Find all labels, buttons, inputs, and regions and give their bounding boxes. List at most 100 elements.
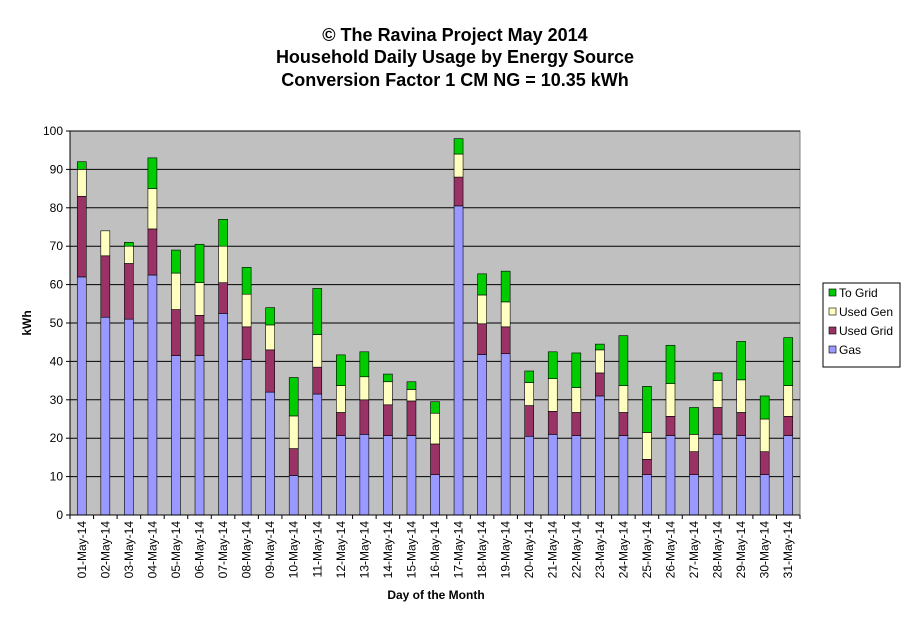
bar-used-gen-18 [477,294,487,325]
x-tick-label: 05-May-14 [169,521,183,579]
x-tick-label: 09-May-14 [263,521,277,579]
bar-used-gen-8 [241,293,252,328]
bar-used-grid-24 [618,412,629,436]
bar-used-grid-18 [477,323,487,355]
bar-gas-15 [406,435,417,516]
x-axis-ticks: 01-May-14 02-May-14 03-May-14 04-May-14 05-M… [69,515,801,579]
bar-to-grid-25 [642,386,652,433]
y-tick-label: 100 [43,124,63,138]
bar-used-gen-11 [312,334,323,368]
y-tick-label: 20 [50,431,64,445]
bar-to-grid-9 [265,307,275,326]
bar-used-gen-7 [218,245,228,283]
x-tick-label: 15-May-14 [404,521,418,579]
bar-used-grid-21 [547,411,558,435]
bar-used-grid-8 [241,326,252,360]
legend: To Grid Used Gen Used Grid Gas [822,282,901,368]
y-tick-label: 70 [50,239,64,253]
bar-used-grid-15 [406,400,417,436]
bar-to-grid-19 [500,270,511,303]
x-axis-label: Day of the Month [387,588,484,602]
bar-used-gen-9 [265,324,275,351]
bar-used-grid-5 [171,309,181,356]
bar-used-gen-4 [147,188,158,230]
x-tick-label: 23-May-14 [593,521,607,579]
bar-gas-13 [359,434,370,516]
bar-to-grid-27 [689,407,699,435]
bar-gas-11 [312,393,323,516]
bar-to-grid-30 [759,395,770,420]
x-tick-label: 16-May-14 [428,521,442,579]
bar-used-gen-15 [406,389,417,402]
bar-gas-27 [689,474,699,516]
bar-gas-9 [265,391,275,516]
bar-used-gen-25 [642,432,652,460]
bar-used-grid-28 [712,407,723,435]
bar-used-grid-14 [383,404,393,436]
bar-gas-25 [642,474,652,516]
bar-used-gen-10 [288,415,299,449]
bar-gas-4 [147,274,158,516]
y-axis-ticks: 0 10 20 30 40 50 60 70 80 90 100 [43,124,70,522]
legend-label-used-gen: Used Gen [839,305,893,319]
bar-used-grid-2 [100,255,111,318]
bar-gas-2 [100,316,111,516]
bar-used-grid-12 [336,412,346,436]
bar-to-grid-7 [218,219,228,247]
bar-used-gen-22 [571,387,582,413]
bar-to-grid-8 [241,267,252,295]
bar-used-grid-13 [359,399,370,435]
bar-used-gen-3 [124,245,134,264]
bar-gas-17 [453,205,464,516]
bar-used-gen-14 [383,381,393,406]
chart-title-line-1: © The Ravina Project May 2014 [322,25,587,45]
bar-gas-8 [241,359,252,516]
bar-gas-14 [383,435,393,516]
x-tick-label: 02-May-14 [98,521,112,579]
x-tick-label: 04-May-14 [145,521,159,579]
bar-used-gen-1 [76,169,87,197]
x-tick-label: 31-May-14 [781,521,795,579]
bar-to-grid-26 [665,344,676,384]
bar-used-grid-30 [759,451,770,475]
bar-to-grid-13 [359,351,370,378]
bar-used-grid-17 [453,176,464,207]
bar-to-grid-29 [736,341,746,381]
bar-to-grid-17 [453,138,464,155]
x-tick-label: 13-May-14 [357,521,371,579]
bar-used-grid-20 [524,405,534,437]
bar-to-grid-6 [194,243,205,283]
bar-gas-20 [524,435,534,516]
x-tick-label: 28-May-14 [711,521,725,579]
bar-used-grid-16 [430,443,440,475]
gridlines [70,130,800,478]
y-tick-label: 80 [50,201,64,215]
bar-used-gen-17 [453,153,464,178]
bar-used-grid-19 [500,326,511,355]
x-tick-label: 19-May-14 [499,521,513,579]
bar-gas-28 [712,434,723,516]
bar-used-grid-27 [689,451,699,475]
bar-to-grid-18 [477,273,487,296]
bar-used-gen-21 [547,378,558,412]
legend-swatch-used-gen [828,307,837,316]
bar-used-grid-11 [312,366,323,395]
bar-used-grid-26 [665,416,676,436]
bar-gas-18 [477,354,487,516]
y-tick-label: 60 [50,278,64,292]
y-tick-label: 90 [50,162,64,176]
bar-to-grid-1 [76,161,87,170]
bar-to-grid-28 [712,372,723,381]
chart-title-line-3: Conversion Factor 1 CM NG = 10.35 kWh [281,70,629,90]
bar-gas-23 [595,395,605,516]
bar-used-grid-3 [124,263,134,320]
bar-gas-7 [218,313,228,516]
bar-used-gen-20 [524,382,534,406]
bar-used-gen-6 [194,282,205,316]
bar-used-grid-25 [642,459,652,475]
x-tick-label: 10-May-14 [287,521,301,579]
y-tick-label: 10 [50,470,64,484]
bar-to-grid-11 [312,288,323,335]
y-tick-label: 50 [50,316,64,330]
